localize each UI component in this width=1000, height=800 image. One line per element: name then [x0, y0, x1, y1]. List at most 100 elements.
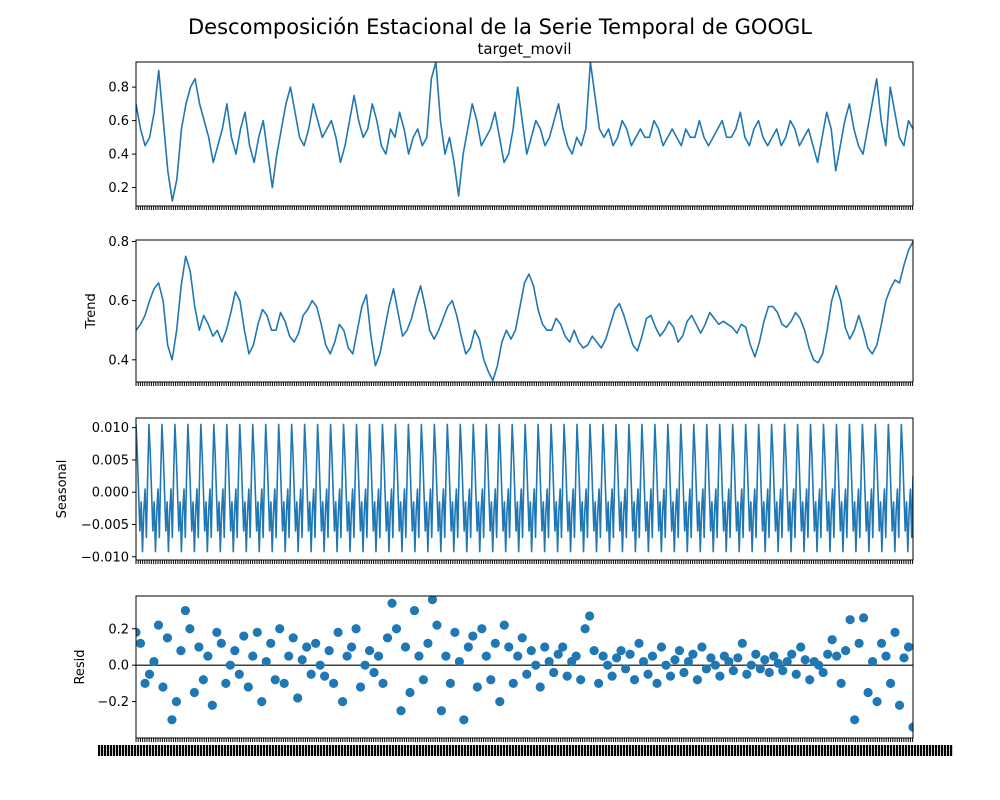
- x-tick-label-mark: [671, 745, 674, 756]
- plot-area-2: [136, 241, 913, 382]
- x-tick-label-mark: [452, 745, 455, 756]
- x-tick-label-mark: [803, 745, 806, 756]
- x-tick-label-mark: [755, 745, 758, 756]
- x-tick-label-mark: [425, 745, 428, 756]
- x-tick-label-mark: [731, 745, 734, 756]
- x-tick-label-mark: [428, 745, 431, 756]
- resid-point: [661, 660, 671, 670]
- resid-point: [400, 642, 411, 652]
- resid-point: [674, 646, 685, 656]
- x-tick-label-mark: [506, 745, 509, 756]
- x-tick-label-mark: [704, 745, 707, 756]
- x-tick-label-mark: [239, 745, 242, 756]
- x-tick-label-mark: [743, 745, 746, 756]
- y-tick-label: 0.8: [108, 81, 129, 96]
- resid-point: [818, 667, 828, 678]
- x-tick-label-mark: [845, 745, 848, 756]
- x-tick-label-mark: [200, 745, 203, 756]
- x-tick-label-mark: [710, 745, 713, 756]
- x-tick-label-mark: [146, 745, 149, 756]
- x-tick-label-mark: [587, 745, 590, 756]
- y-tick-label: 0.4: [108, 353, 129, 368]
- x-tick-label-mark: [248, 745, 251, 756]
- resid-point: [423, 638, 433, 648]
- series-line-3: [136, 423, 913, 553]
- resid-point: [436, 706, 447, 716]
- x-tick-label-mark: [518, 745, 521, 756]
- resid-point: [158, 682, 168, 692]
- resid-point: [270, 675, 280, 685]
- x-tick-label-mark: [722, 745, 725, 756]
- x-tick-label-mark: [521, 745, 524, 756]
- resid-point: [890, 627, 900, 638]
- resid-point: [656, 642, 667, 652]
- resid-point: [585, 611, 595, 621]
- resid-point: [333, 627, 343, 638]
- x-tick-label-mark: [806, 745, 809, 756]
- x-tick-label-mark: [893, 745, 896, 756]
- series-line-1: [136, 62, 913, 202]
- x-tick-label-mark: [317, 745, 320, 756]
- resid-point: [180, 605, 190, 616]
- x-tick-label-mark: [785, 745, 788, 756]
- resid-point: [279, 678, 289, 688]
- resid-point: [634, 638, 644, 648]
- x-tick-label-mark: [236, 745, 239, 756]
- x-tick-label-mark: [356, 745, 359, 756]
- x-tick-label-mark: [413, 745, 416, 756]
- x-tick-label-mark: [503, 745, 506, 756]
- resid-point: [212, 627, 222, 638]
- x-tick-label-mark: [662, 745, 665, 756]
- x-tick-label-mark: [749, 745, 752, 756]
- resid-point: [544, 656, 554, 667]
- x-tick-label-mark: [398, 745, 401, 756]
- x-tick-label-mark: [101, 745, 104, 756]
- resid-point: [611, 653, 622, 663]
- x-tick-label-mark: [899, 745, 902, 756]
- figure-title: Descomposición Estacional de la Serie Te…: [188, 15, 812, 39]
- x-tick-label-mark: [410, 745, 413, 756]
- x-tick-label-mark: [107, 745, 110, 756]
- resid-point: [737, 638, 747, 648]
- x-tick-label-mark: [344, 745, 347, 756]
- x-tick-label-mark: [491, 745, 494, 756]
- resid-point: [216, 638, 226, 648]
- resid-point: [418, 675, 429, 685]
- x-tick-label-mark: [935, 745, 938, 756]
- resid-point: [185, 624, 195, 634]
- resid-point: [481, 651, 491, 661]
- resid-point: [755, 664, 765, 674]
- x-tick-label-mark: [860, 745, 863, 756]
- x-tick-label-mark: [725, 745, 728, 756]
- resid-point: [562, 671, 572, 681]
- x-tick-label-mark: [716, 745, 719, 756]
- axes-frame-3: [135, 417, 914, 561]
- resid-point: [665, 671, 676, 681]
- resid-point: [373, 651, 384, 661]
- x-tick-label-mark: [833, 745, 836, 756]
- resid-point: [710, 660, 720, 670]
- panels-group: 0.2 0.4 0.6 0.8 target_movil 0.4 0.6 0.8 Trend −0…: [55, 40, 953, 756]
- x-tick-label-mark: [737, 745, 740, 756]
- plot-area-3: [136, 423, 913, 553]
- x-tick-label-mark: [467, 745, 470, 756]
- resid-point: [764, 667, 774, 678]
- resid-point: [252, 627, 262, 638]
- x-tick-label-mark: [548, 745, 551, 756]
- x-tick-label-mark: [545, 745, 548, 756]
- x-tick-label-mark: [173, 745, 176, 756]
- resid-point: [369, 667, 379, 678]
- x-tick-label-mark: [314, 745, 317, 756]
- resid-point: [796, 642, 806, 652]
- resid-point: [876, 638, 887, 648]
- x-tick-label-mark: [791, 745, 794, 756]
- x-tick-label-mark: [848, 745, 851, 756]
- x-tick-label-mark: [653, 745, 656, 756]
- resid-point: [625, 649, 635, 659]
- resid-point: [760, 655, 770, 665]
- x-tick-label-mark: [284, 745, 287, 756]
- x-tick-label-mark: [788, 745, 791, 756]
- resid-point: [598, 651, 608, 661]
- resid-point: [490, 638, 500, 648]
- x-tick-band-3: [135, 560, 914, 564]
